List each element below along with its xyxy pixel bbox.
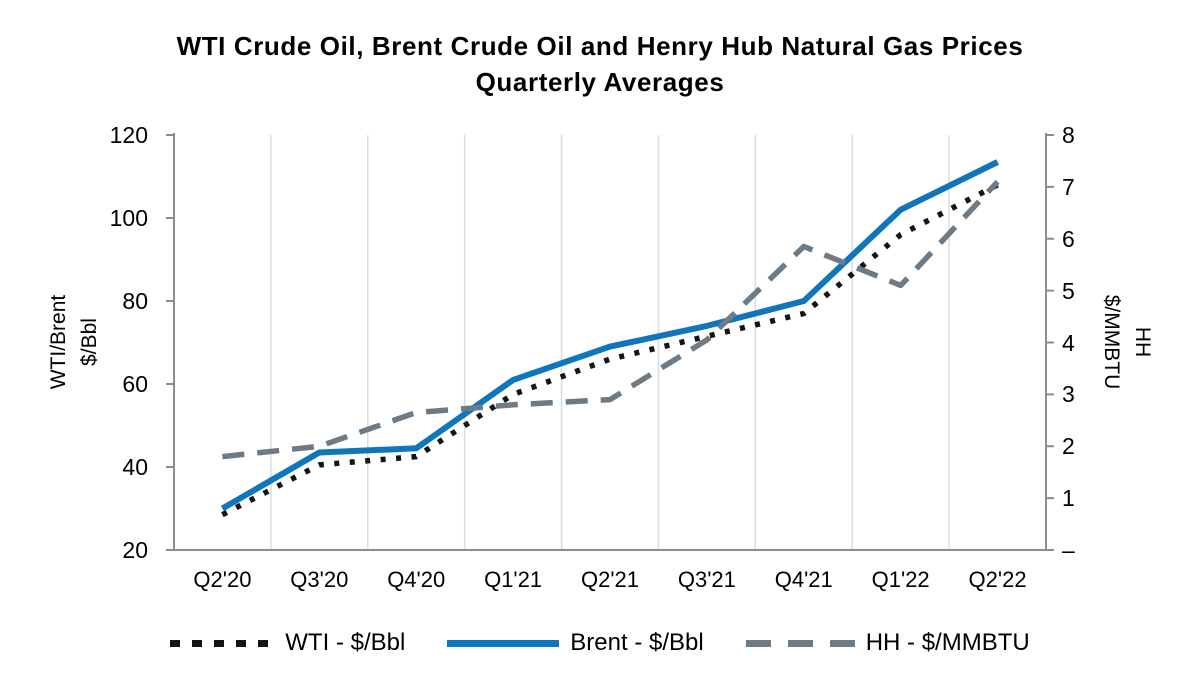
right-axis-tick-label: 7 (1062, 173, 1075, 200)
legend-item-hh: HH - $/MMBTU (745, 629, 1030, 657)
left-axis-tick-label: 120 (109, 122, 148, 148)
legend: WTI - $/Bbl Brent - $/Bbl HH - $/MMBTU (0, 629, 1200, 657)
legend-label-wti: WTI - $/Bbl (285, 629, 406, 656)
legend-swatch-wti-dotted (170, 639, 275, 647)
right-axis-title-line2: $/MMBTU (1100, 294, 1123, 390)
right-axis-title: HH $/MMBTU (1094, 247, 1158, 437)
left-axis-title-line1: WTI/Brent (47, 294, 70, 390)
left-axis-title-line2: $/Bbl (78, 318, 101, 366)
legend-item-brent: Brent - $/Bbl (447, 629, 704, 657)
right-axis-tick-label: 1 (1062, 485, 1075, 512)
chart-title-line2: Quarterly Averages (475, 67, 725, 97)
right-axis-tick-label: – (1062, 537, 1075, 563)
series-line-brent (220, 159, 999, 512)
left-axis-tick-label: 20 (122, 537, 148, 563)
x-axis-label: Q2'20 (193, 567, 252, 592)
chart-title: WTI Crude Oil, Brent Crude Oil and Henry… (0, 28, 1200, 100)
right-axis-tick-label: 6 (1062, 225, 1075, 252)
right-axis-title-line1: HH (1131, 326, 1154, 358)
gridlines (270, 135, 950, 550)
series-line-wti (221, 182, 999, 518)
legend-swatch-brent-solid (447, 639, 560, 647)
left-axis-tick-label: 60 (122, 371, 148, 397)
left-axis-tick-label: 40 (122, 454, 148, 480)
x-axis-label: Q3'20 (290, 567, 349, 592)
legend-label-brent: Brent - $/Bbl (570, 629, 704, 656)
chart-title-line1: WTI Crude Oil, Brent Crude Oil and Henry… (176, 31, 1024, 61)
right-axis-tick-label: 3 (1062, 381, 1075, 408)
x-axis-label: Q4'21 (774, 567, 833, 592)
legend-swatch-hh-dashed (745, 639, 855, 647)
right-axis-tick-label: 4 (1062, 329, 1075, 356)
left-axis-tick-label: 80 (122, 288, 148, 314)
x-axis-label: Q3'21 (677, 567, 736, 592)
x-axis-label: Q1'22 (871, 567, 930, 592)
x-axis-label: Q4'20 (387, 567, 446, 592)
right-axis-tick-label: 2 (1062, 433, 1075, 460)
left-axis (166, 133, 175, 551)
series-line-hh (222, 179, 1000, 460)
legend-item-wti: WTI - $/Bbl (170, 629, 405, 657)
right-axis (1045, 133, 1054, 551)
legend-label-hh: HH - $/MMBTU (865, 629, 1030, 656)
x-axis-label: Q2'22 (968, 567, 1027, 592)
x-axis-label: Q1'21 (484, 567, 543, 592)
x-axis-label: Q2'21 (580, 567, 639, 592)
right-axis-tick-label: 8 (1062, 122, 1075, 148)
left-axis-tick-label: 100 (109, 205, 148, 231)
right-axis-tick-label: 5 (1062, 277, 1075, 304)
left-axis-title: WTI/Brent $/Bbl (43, 247, 107, 437)
